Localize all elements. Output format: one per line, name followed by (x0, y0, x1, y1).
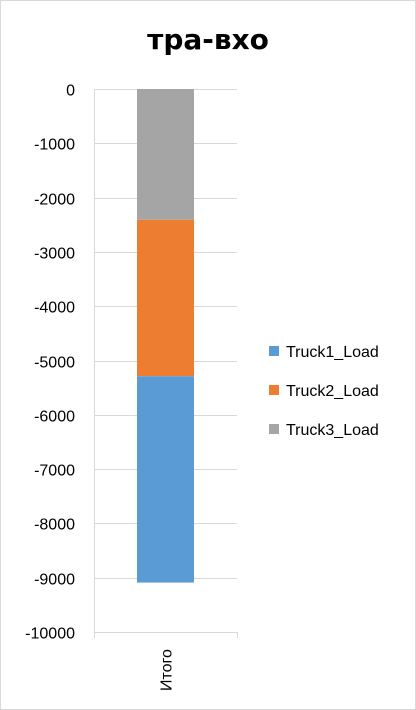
bar-truck3-load (137, 89, 194, 220)
y-axis-tick-labels: 0 -1000 -2000 -3000 -4000 -5000 -6000 -7000 -800… (25, 83, 75, 643)
legend-item-truck2-load: Truck2_Load (269, 383, 379, 400)
legend-item-truck1-load: Truck1_Load (269, 344, 379, 361)
legend-label: Truck2_Load (286, 383, 379, 400)
y-tick-label: -9000 (34, 572, 75, 589)
bars (137, 89, 194, 583)
bar-truck2-load (137, 219, 194, 377)
legend-item-truck3-load: Truck3_Load (269, 422, 379, 439)
y-tick-label: -6000 (34, 409, 75, 426)
bar-truck1-load (137, 376, 194, 583)
y-tick-label: 0 (66, 83, 75, 100)
y-tick-label: -5000 (34, 355, 75, 372)
legend: Truck1_Load Truck2_Load Truck3_Load (269, 344, 379, 439)
y-tick-label: -10000 (25, 626, 75, 643)
legend-swatch (269, 385, 279, 395)
y-tick-label: -4000 (34, 300, 75, 317)
chart-title: тра-вхо (147, 23, 269, 56)
y-tick-label: -2000 (34, 192, 75, 209)
legend-label: Truck3_Load (286, 422, 379, 439)
legend-label: Truck1_Load (286, 344, 379, 361)
category-label: Итого (159, 649, 176, 691)
x-axis-category-labels: Итого (159, 649, 176, 691)
legend-swatch (269, 424, 279, 434)
y-tick-label: -1000 (34, 137, 75, 154)
y-tick-label: -7000 (34, 463, 75, 480)
y-tick-label: -3000 (34, 246, 75, 263)
legend-swatch (269, 346, 279, 356)
y-tick-label: -8000 (34, 517, 75, 534)
